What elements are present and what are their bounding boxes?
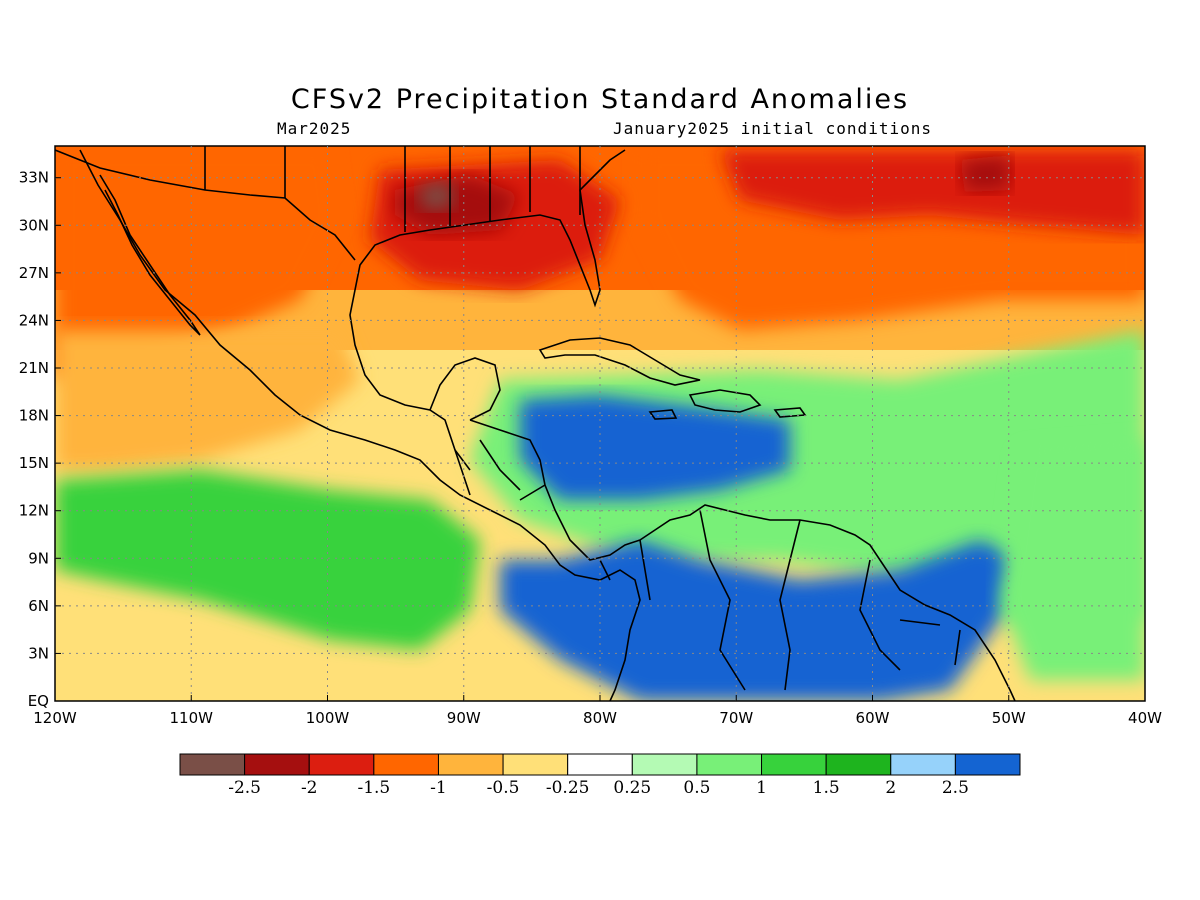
anomaly-region-atlantic-peak	[960, 155, 1010, 192]
anomaly-region-tropical-pacific	[55, 470, 480, 650]
central-america-borders	[454, 439, 651, 601]
jamaica-coast	[648, 409, 678, 420]
lat-label: 18N	[19, 407, 49, 425]
colorbar-swatch	[308, 753, 375, 776]
lat-label: 15N	[19, 454, 49, 472]
lon-label: 80W	[583, 709, 617, 727]
colorbar-swatch	[502, 753, 569, 776]
colorbar-swatch	[696, 753, 763, 776]
lat-label: 30N	[19, 216, 49, 234]
colorbar-swatch	[825, 753, 892, 776]
anomaly-region-equatorial-atlantic	[1000, 440, 1145, 680]
anomaly-region-eastern-pacific	[55, 330, 360, 470]
lon-label: 90W	[447, 709, 481, 727]
latitude-axis: EQ 3N 6N 9N 12N 15N 18N 21N 24N 27N 30N 33N	[19, 169, 61, 710]
colorbar-label: -1	[430, 778, 447, 798]
colorbar-label: 1.5	[813, 778, 840, 798]
state-borders	[204, 146, 581, 232]
initial-conditions-label: January2025 initial conditions	[613, 119, 932, 138]
puerto-rico-coast	[773, 407, 807, 418]
lat-label: 27N	[19, 264, 49, 282]
colorbar-swatch	[373, 753, 439, 776]
colorbar-label: -1.5	[357, 778, 390, 798]
lat-label: 3N	[28, 644, 49, 662]
lon-label: 60W	[856, 709, 890, 727]
anomaly-region-central-atlantic-core	[720, 150, 1145, 235]
south-america-borders	[699, 509, 961, 691]
anomaly-field	[55, 146, 1145, 701]
colorbar-label: -2	[301, 778, 318, 798]
gulf-coast	[349, 149, 626, 496]
colorbar-label: 1	[756, 778, 767, 798]
colorbar-label: 0.5	[683, 778, 710, 798]
lon-label: 100W	[306, 709, 350, 727]
colorbar: -2.5 -2 -1.5 -1 -0.5 -0.25 0.25 0.5 1 1.5 2 2.5	[179, 753, 1021, 798]
hispaniola-coast	[688, 389, 762, 413]
lon-label: 50W	[992, 709, 1026, 727]
lat-label: 21N	[19, 359, 49, 377]
lat-label: 33N	[19, 169, 49, 187]
cuba-coast	[538, 337, 701, 386]
lat-label: 9N	[28, 549, 49, 567]
lon-label: 120W	[33, 709, 77, 727]
colorbar-label: -2.5	[228, 778, 261, 798]
anomaly-region-louisiana-peak	[418, 182, 455, 210]
colorbar-swatch	[179, 753, 246, 776]
anomaly-blobs	[55, 146, 1145, 701]
colorbar-swatch	[954, 753, 1021, 776]
colorbar-swatch	[631, 753, 698, 776]
colorbar-label: -0.5	[487, 778, 520, 798]
coastlines	[55, 146, 1016, 701]
lon-label: 110W	[170, 709, 214, 727]
lat-label: EQ	[28, 692, 49, 710]
colorbar-swatch	[761, 753, 827, 776]
colorbar-swatch	[437, 753, 504, 776]
baja-california-coast	[99, 174, 201, 336]
longitude-axis: 120W 110W 100W 90W 80W 70W 60W 50W 40W	[33, 695, 1162, 727]
map-title: CFSv2 Precipitation Standard Anomalies	[290, 84, 910, 115]
us-mexico-border	[55, 149, 356, 261]
colorbar-swatch	[244, 753, 310, 776]
south-america-north-coast	[639, 504, 1016, 701]
lat-label: 6N	[28, 597, 49, 615]
pacific-coast-mexico	[79, 149, 641, 701]
colorbar-label: 2	[885, 778, 896, 798]
lon-label: 70W	[719, 709, 753, 727]
caribbean-coast-central-america	[469, 419, 641, 561]
lat-label: 12N	[19, 502, 49, 520]
anomaly-region-central-caribbean	[520, 395, 790, 500]
anomaly-region-northwest-pacific	[55, 146, 340, 380]
yucatan-coast	[429, 357, 501, 421]
colorbar-label: -0.25	[546, 778, 590, 798]
graticule	[55, 146, 1145, 701]
lat-label: 24N	[19, 311, 49, 329]
colorbar-label: 0.25	[613, 778, 651, 798]
lon-label: 40W	[1128, 709, 1162, 727]
valid-month-label: Mar2025	[277, 119, 352, 138]
colorbar-swatch	[890, 753, 956, 776]
colorbar-label: 2.5	[942, 778, 969, 798]
colorbar-swatch	[567, 753, 633, 776]
